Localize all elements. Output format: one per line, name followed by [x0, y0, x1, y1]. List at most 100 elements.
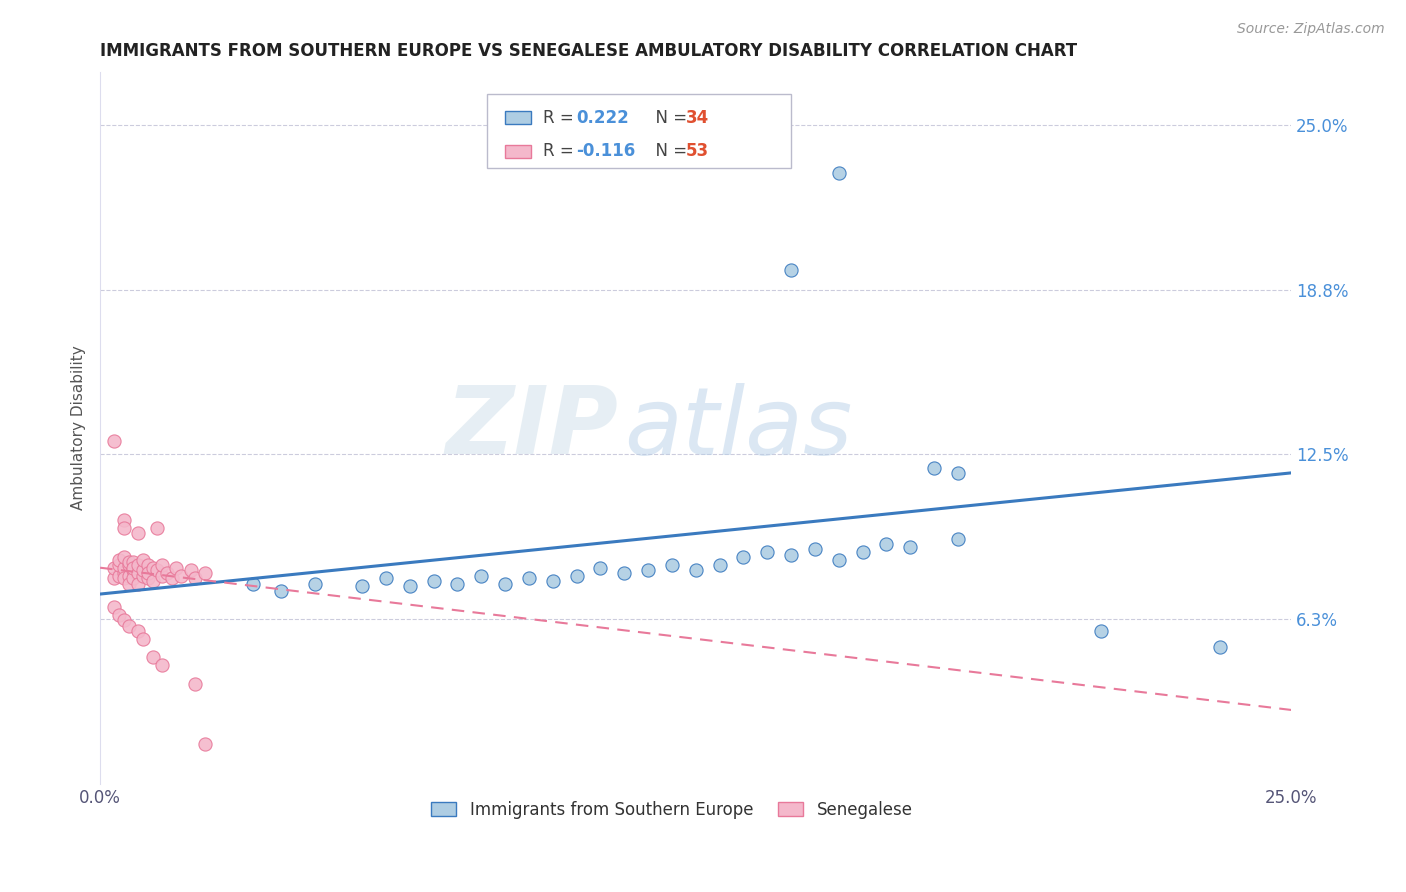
- Point: [122, 556, 145, 570]
- Point: [112, 550, 135, 565]
- Point: [132, 553, 155, 567]
- Point: [127, 558, 149, 572]
- Point: [160, 571, 183, 585]
- Point: [165, 560, 187, 574]
- Text: N =: N =: [644, 143, 692, 161]
- Point: [108, 553, 131, 567]
- Point: [1209, 640, 1232, 654]
- FancyBboxPatch shape: [488, 94, 792, 169]
- Point: [127, 526, 149, 541]
- FancyBboxPatch shape: [505, 111, 531, 124]
- Point: [136, 566, 159, 580]
- FancyBboxPatch shape: [505, 145, 531, 158]
- Point: [517, 571, 540, 585]
- Point: [136, 558, 159, 572]
- Point: [103, 600, 125, 615]
- Point: [898, 540, 921, 554]
- Point: [103, 560, 125, 574]
- Point: [589, 560, 612, 574]
- Point: [541, 574, 564, 588]
- Text: 0.222: 0.222: [576, 109, 630, 127]
- Point: [112, 521, 135, 535]
- Point: [446, 576, 468, 591]
- Point: [150, 658, 173, 673]
- Point: [194, 566, 217, 580]
- Point: [127, 624, 149, 638]
- Point: [756, 545, 779, 559]
- Point: [304, 576, 326, 591]
- Point: [132, 563, 155, 577]
- Point: [108, 608, 131, 623]
- Point: [922, 460, 945, 475]
- Point: [132, 632, 155, 646]
- Point: [132, 568, 155, 582]
- Text: IMMIGRANTS FROM SOUTHERN EUROPE VS SENEGALESE AMBULATORY DISABILITY CORRELATION : IMMIGRANTS FROM SOUTHERN EUROPE VS SENEG…: [100, 42, 1077, 60]
- Point: [146, 521, 169, 535]
- Text: Source: ZipAtlas.com: Source: ZipAtlas.com: [1237, 22, 1385, 37]
- Point: [470, 568, 492, 582]
- Point: [184, 676, 207, 690]
- Point: [352, 579, 374, 593]
- Point: [156, 566, 179, 580]
- Point: [613, 566, 636, 580]
- Point: [141, 650, 163, 665]
- Point: [122, 560, 145, 574]
- Point: [375, 571, 398, 585]
- Text: -0.116: -0.116: [576, 143, 636, 161]
- Point: [150, 558, 173, 572]
- Legend: Immigrants from Southern Europe, Senegalese: Immigrants from Southern Europe, Senegal…: [425, 794, 920, 825]
- Point: [184, 571, 207, 585]
- Point: [685, 563, 707, 577]
- Text: R =: R =: [543, 109, 579, 127]
- Point: [112, 513, 135, 527]
- Point: [122, 571, 145, 585]
- Point: [875, 537, 897, 551]
- Text: N =: N =: [644, 109, 692, 127]
- Text: R =: R =: [543, 143, 579, 161]
- Point: [108, 558, 131, 572]
- Point: [709, 558, 731, 572]
- Point: [1090, 624, 1112, 638]
- Point: [827, 553, 849, 567]
- Point: [150, 568, 173, 582]
- Point: [804, 542, 827, 557]
- Point: [851, 545, 873, 559]
- Point: [780, 263, 803, 277]
- Point: [118, 568, 141, 582]
- Point: [141, 574, 163, 588]
- Point: [180, 563, 202, 577]
- Point: [127, 576, 149, 591]
- Point: [637, 563, 659, 577]
- Point: [112, 566, 135, 580]
- Point: [170, 568, 193, 582]
- Point: [661, 558, 683, 572]
- Point: [242, 576, 264, 591]
- Text: ZIP: ZIP: [446, 382, 619, 474]
- Point: [118, 558, 141, 572]
- Point: [827, 165, 849, 179]
- Text: 53: 53: [686, 143, 709, 161]
- Point: [112, 614, 135, 628]
- Point: [398, 579, 420, 593]
- Point: [946, 532, 969, 546]
- Point: [146, 563, 169, 577]
- Point: [118, 618, 141, 632]
- Point: [194, 737, 217, 751]
- Point: [118, 576, 141, 591]
- Text: atlas: atlas: [624, 383, 852, 474]
- Point: [270, 584, 292, 599]
- Point: [565, 568, 588, 582]
- Point: [108, 568, 131, 582]
- Point: [118, 556, 141, 570]
- Point: [780, 548, 803, 562]
- Point: [733, 550, 755, 565]
- Text: 34: 34: [686, 109, 710, 127]
- Point: [127, 566, 149, 580]
- Y-axis label: Ambulatory Disability: Ambulatory Disability: [72, 346, 86, 510]
- Point: [103, 434, 125, 449]
- Point: [112, 560, 135, 574]
- Point: [494, 576, 516, 591]
- Point: [141, 560, 163, 574]
- Point: [946, 466, 969, 480]
- Point: [103, 571, 125, 585]
